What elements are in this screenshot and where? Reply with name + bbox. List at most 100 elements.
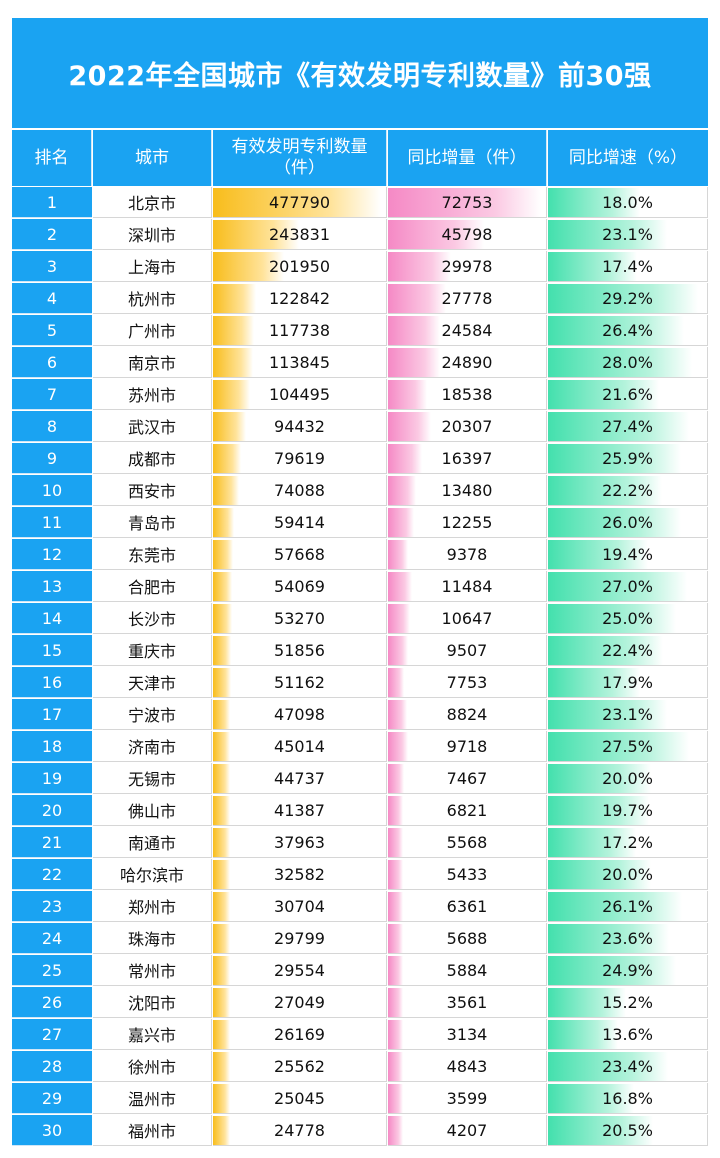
cell-increase: 72753: [388, 187, 547, 218]
value-city: 温州市: [127, 1090, 176, 1109]
databar-growth: [548, 572, 687, 601]
value-patents: 29799: [274, 928, 325, 948]
cell-rank: 22: [12, 859, 92, 890]
cell-growth: 24.9%: [548, 955, 708, 986]
databar-growth: [548, 412, 689, 441]
cell-city: 青岛市: [93, 507, 212, 538]
value-increase: 3599: [446, 1088, 488, 1108]
header-rank: 排名: [12, 130, 92, 186]
databar-increase: [388, 316, 440, 345]
value-patents: 104495: [268, 384, 331, 404]
value-growth: 23.1%: [602, 704, 653, 724]
databar-patents: [213, 444, 241, 473]
databar-increase: [388, 828, 404, 857]
value-increase: 5568: [446, 832, 488, 852]
databar-patents: [213, 572, 232, 601]
cell-growth: 19.7%: [548, 795, 708, 826]
databar-patents: [213, 668, 231, 697]
cell-rank: 16: [12, 667, 92, 698]
table-row: 19 无锡市 44737 7467 20.0%: [12, 763, 708, 794]
cell-rank: 24: [12, 923, 92, 954]
databar-patents: [213, 764, 230, 793]
value-rank: 21: [41, 832, 63, 852]
cell-increase: 4207: [388, 1115, 547, 1146]
value-patents: 53270: [274, 608, 325, 628]
cell-increase: 20307: [388, 411, 547, 442]
databar-increase: [388, 572, 413, 601]
table-frame: 2022年全国城市《有效发明专利数量》前30强 排名 城市 有效发明专利数量（件…: [12, 18, 708, 1146]
value-rank: 22: [41, 864, 63, 884]
cell-patents: 24778: [213, 1115, 387, 1146]
table-row: 2 深圳市 243831 45798 23.1%: [12, 219, 708, 250]
value-patents: 74088: [274, 480, 325, 500]
databar-growth: [548, 956, 676, 985]
value-growth: 20.5%: [602, 1120, 653, 1140]
value-city: 杭州市: [127, 290, 176, 309]
value-city: 武汉市: [127, 418, 176, 437]
value-growth: 17.4%: [602, 256, 653, 276]
value-city: 西安市: [127, 482, 176, 501]
value-growth: 18.0%: [602, 192, 653, 212]
databar-growth: [548, 316, 684, 345]
cell-city: 西安市: [93, 475, 212, 506]
cell-patents: 26169: [213, 1019, 387, 1050]
value-increase: 29978: [441, 256, 493, 276]
value-increase: 13480: [441, 480, 493, 500]
value-growth: 22.2%: [602, 480, 653, 500]
cell-rank: 7: [12, 379, 92, 410]
cell-rank: 6: [12, 347, 92, 378]
value-city: 深圳市: [127, 226, 176, 245]
table-row: 3 上海市 201950 29978 17.4%: [12, 251, 708, 282]
header-increase: 同比增量（件）: [388, 130, 547, 186]
databar-patents: [213, 604, 232, 633]
cell-rank: 27: [12, 1019, 92, 1050]
cell-city: 珠海市: [93, 923, 212, 954]
value-patents: 243831: [268, 224, 331, 244]
cell-rank: 18: [12, 731, 92, 762]
cell-increase: 7467: [388, 763, 547, 794]
databar-patents: [213, 988, 230, 1017]
cell-rank: 5: [12, 315, 92, 346]
cell-patents: 51162: [213, 667, 387, 698]
value-growth: 26.4%: [602, 320, 653, 340]
value-city: 成都市: [127, 450, 176, 469]
table-row: 12 东莞市 57668 9378 19.4%: [12, 539, 708, 570]
value-increase: 6821: [446, 800, 488, 820]
value-rank: 23: [41, 896, 63, 916]
databar-increase: [388, 284, 447, 313]
cell-patents: 29554: [213, 955, 387, 986]
value-growth: 23.6%: [602, 928, 653, 948]
cell-increase: 5568: [388, 827, 547, 858]
cell-city: 济南市: [93, 731, 212, 762]
databar-growth: [548, 796, 650, 825]
value-growth: 25.9%: [602, 448, 653, 468]
cell-rank: 14: [12, 603, 92, 634]
table-row: 25 常州市 29554 5884 24.9%: [12, 955, 708, 986]
cell-increase: 5688: [388, 923, 547, 954]
table-title: 2022年全国城市《有效发明专利数量》前30强: [12, 18, 708, 128]
databar-increase: [388, 732, 409, 761]
value-patents: 122842: [268, 288, 331, 308]
databar-patents: [213, 476, 240, 505]
value-city: 无锡市: [127, 770, 176, 789]
table-row: 18 济南市 45014 9718 27.5%: [12, 731, 708, 762]
cell-increase: 5433: [388, 859, 547, 890]
table-row: 1 北京市 477790 72753 18.0%: [12, 187, 708, 218]
cell-patents: 477790: [213, 187, 387, 218]
cell-patents: 122842: [213, 283, 387, 314]
cell-growth: 25.9%: [548, 443, 708, 474]
table-row: 11 青岛市 59414 12255 26.0%: [12, 507, 708, 538]
value-patents: 51856: [274, 640, 325, 660]
cell-increase: 3134: [388, 1019, 547, 1050]
cell-patents: 29799: [213, 923, 387, 954]
table-row: 30 福州市 24778 4207 20.5%: [12, 1115, 708, 1146]
cell-rank: 19: [12, 763, 92, 794]
value-increase: 9718: [446, 736, 488, 756]
cell-patents: 94432: [213, 411, 387, 442]
value-growth: 20.0%: [602, 768, 653, 788]
databar-growth: [548, 220, 667, 249]
value-rank: 10: [41, 480, 63, 500]
databar-growth: [548, 508, 682, 537]
value-growth: 16.8%: [602, 1088, 653, 1108]
databar-growth: [548, 1020, 618, 1049]
